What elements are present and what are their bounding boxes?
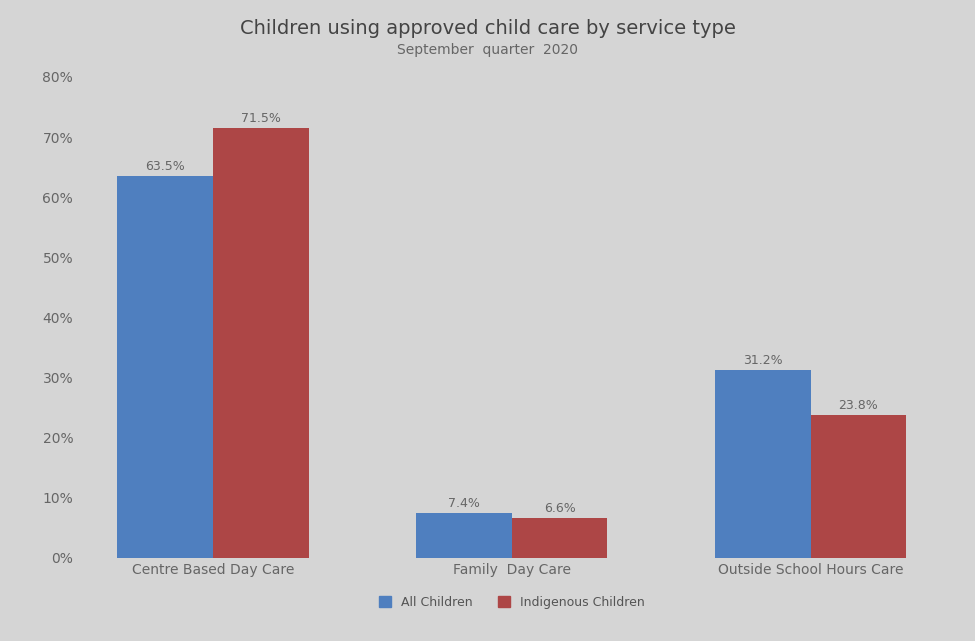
Legend: All Children, Indigenous Children: All Children, Indigenous Children (373, 591, 650, 614)
Text: September  quarter  2020: September quarter 2020 (397, 44, 578, 58)
Text: 6.6%: 6.6% (544, 502, 575, 515)
Text: 71.5%: 71.5% (241, 112, 281, 125)
Text: 31.2%: 31.2% (743, 354, 783, 367)
Text: 7.4%: 7.4% (448, 497, 480, 510)
Bar (416, 513, 512, 558)
Bar (117, 176, 214, 558)
Bar (512, 518, 607, 558)
Text: Children using approved child care by service type: Children using approved child care by se… (240, 19, 735, 38)
Bar (810, 415, 907, 558)
Text: 23.8%: 23.8% (838, 399, 878, 412)
Bar (715, 370, 810, 558)
Text: 63.5%: 63.5% (145, 160, 185, 173)
Bar (214, 128, 309, 558)
